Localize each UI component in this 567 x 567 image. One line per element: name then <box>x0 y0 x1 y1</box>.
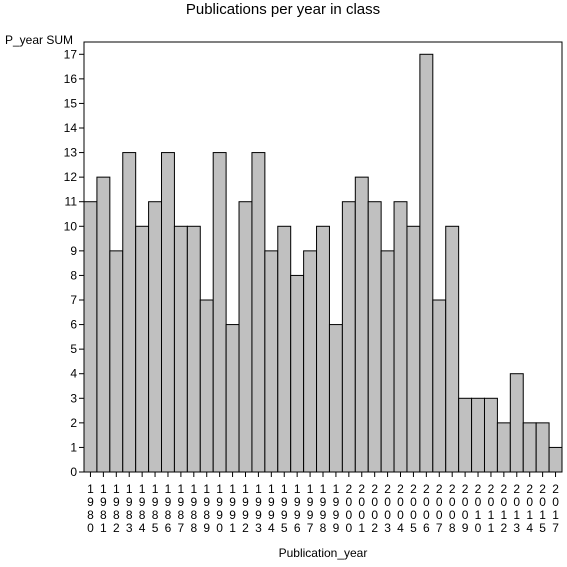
x-axis: 1 9 8 0 1 9 8 1 1 9 8 2 1 9 8 3 1 9 8 4 1 9 8 5 1 9 8 6 1 9 8 7 1 9 8 8 1 9 8 9… <box>87 472 559 535</box>
bar-2006 <box>419 53 434 473</box>
y-tick-label: 14 <box>64 121 78 135</box>
bar-2001 <box>354 176 369 473</box>
y-tick-label: 2 <box>70 416 77 430</box>
y-tick-label: 6 <box>70 318 77 332</box>
bar-2004 <box>393 201 408 473</box>
bar-1991 <box>225 324 240 473</box>
bar-2008 <box>445 225 460 473</box>
y-tick-label: 9 <box>70 244 77 258</box>
bar-1997 <box>303 250 318 473</box>
bar-2015 <box>535 422 550 473</box>
y-tick-label: 16 <box>64 72 78 86</box>
y-tick-label: 15 <box>64 96 78 110</box>
bar-2003 <box>380 250 395 473</box>
bar-1980 <box>83 201 98 473</box>
bar-2014 <box>522 422 537 473</box>
bar-2002 <box>367 201 382 473</box>
bar-2005 <box>406 225 421 473</box>
bar-1993 <box>251 152 266 473</box>
bar-2000 <box>341 201 356 473</box>
y-tick-label: 4 <box>70 367 77 381</box>
y-tick-label: 12 <box>64 170 78 184</box>
bar-1981 <box>96 176 111 473</box>
bar-1985 <box>148 201 163 473</box>
y-tick-label: 17 <box>64 47 78 61</box>
y-tick-label: 8 <box>70 268 77 282</box>
bar-1982 <box>109 250 124 473</box>
bar-1992 <box>238 201 253 473</box>
bar-1986 <box>161 152 175 473</box>
y-tick-label: 13 <box>64 146 78 160</box>
bar-1990 <box>212 152 227 473</box>
bar-1996 <box>290 274 305 473</box>
y-axis-label: P_year SUM <box>5 33 73 47</box>
bar-2012 <box>496 422 511 473</box>
y-tick-label: 0 <box>70 465 77 479</box>
bar-1989 <box>199 299 214 473</box>
bar-2011 <box>483 397 498 473</box>
y-tick-label: 7 <box>70 293 77 307</box>
bar-1999 <box>328 324 343 473</box>
bar-2009 <box>458 397 473 473</box>
bar-2013 <box>509 373 524 473</box>
bar-2007 <box>432 299 447 473</box>
y-tick-label: 10 <box>64 219 78 233</box>
bar-1987 <box>173 225 188 473</box>
bars-group <box>83 53 563 473</box>
chart-title: Publications per year in class <box>186 1 380 18</box>
bar-2010 <box>471 397 485 473</box>
bar-1988 <box>186 225 201 473</box>
bar-1995 <box>277 225 292 473</box>
bar-1994 <box>264 250 279 473</box>
x-axis-label: Publication_year <box>279 546 368 560</box>
bar-1998 <box>316 225 330 473</box>
bar-1984 <box>135 225 150 473</box>
y-tick-label: 3 <box>70 391 77 405</box>
y-tick-label: 5 <box>70 342 77 356</box>
bar-1983 <box>122 152 137 473</box>
y-tick-label: 1 <box>70 440 77 454</box>
y-tick-label: 11 <box>65 195 78 209</box>
bar-2017 <box>548 446 563 473</box>
